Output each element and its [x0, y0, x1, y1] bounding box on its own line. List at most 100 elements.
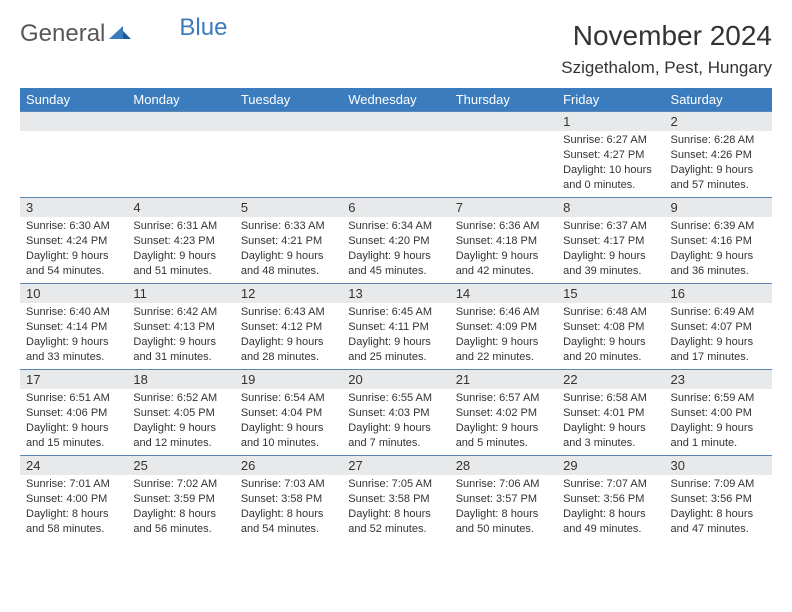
day-content: Sunrise: 6:40 AMSunset: 4:14 PMDaylight:…	[20, 303, 127, 368]
calendar-week-row: 17Sunrise: 6:51 AMSunset: 4:06 PMDayligh…	[20, 370, 772, 456]
sunrise-line: Sunrise: 6:28 AM	[671, 133, 766, 148]
sunset-line: Sunset: 3:58 PM	[241, 492, 336, 507]
day-number: 1	[557, 112, 664, 131]
daylight-line: Daylight: 9 hours and 39 minutes.	[563, 249, 658, 279]
sunset-line: Sunset: 4:26 PM	[671, 148, 766, 163]
sunrise-line: Sunrise: 6:33 AM	[241, 219, 336, 234]
sunrise-line: Sunrise: 7:03 AM	[241, 477, 336, 492]
calendar-day-cell: 3Sunrise: 6:30 AMSunset: 4:24 PMDaylight…	[20, 198, 127, 284]
sunrise-line: Sunrise: 6:58 AM	[563, 391, 658, 406]
sunset-line: Sunset: 4:01 PM	[563, 406, 658, 421]
day-number: 23	[665, 370, 772, 389]
day-content: Sunrise: 6:39 AMSunset: 4:16 PMDaylight:…	[665, 217, 772, 282]
calendar-day-cell: 24Sunrise: 7:01 AMSunset: 4:00 PMDayligh…	[20, 456, 127, 542]
day-number: 25	[127, 456, 234, 475]
daylight-line: Daylight: 10 hours and 0 minutes.	[563, 163, 658, 193]
weekday-header: Wednesday	[342, 88, 449, 112]
weekday-header: Tuesday	[235, 88, 342, 112]
day-content: Sunrise: 6:46 AMSunset: 4:09 PMDaylight:…	[450, 303, 557, 368]
calendar-week-row: 1Sunrise: 6:27 AMSunset: 4:27 PMDaylight…	[20, 112, 772, 198]
daylight-line: Daylight: 8 hours and 52 minutes.	[348, 507, 443, 537]
daylight-line: Daylight: 9 hours and 36 minutes.	[671, 249, 766, 279]
calendar-day-cell: 15Sunrise: 6:48 AMSunset: 4:08 PMDayligh…	[557, 284, 664, 370]
daylight-line: Daylight: 9 hours and 31 minutes.	[133, 335, 228, 365]
weekday-header: Friday	[557, 88, 664, 112]
day-content: Sunrise: 6:52 AMSunset: 4:05 PMDaylight:…	[127, 389, 234, 454]
day-number: 7	[450, 198, 557, 217]
sunset-line: Sunset: 3:57 PM	[456, 492, 551, 507]
day-content: Sunrise: 7:01 AMSunset: 4:00 PMDaylight:…	[20, 475, 127, 540]
daylight-line: Daylight: 8 hours and 49 minutes.	[563, 507, 658, 537]
day-number: 29	[557, 456, 664, 475]
sunrise-line: Sunrise: 6:55 AM	[348, 391, 443, 406]
sunset-line: Sunset: 4:11 PM	[348, 320, 443, 335]
sunset-line: Sunset: 4:08 PM	[563, 320, 658, 335]
day-content: Sunrise: 6:34 AMSunset: 4:20 PMDaylight:…	[342, 217, 449, 282]
calendar-day-cell	[450, 112, 557, 198]
day-number: 22	[557, 370, 664, 389]
daylight-line: Daylight: 8 hours and 54 minutes.	[241, 507, 336, 537]
day-content: Sunrise: 6:27 AMSunset: 4:27 PMDaylight:…	[557, 131, 664, 196]
calendar-day-cell: 30Sunrise: 7:09 AMSunset: 3:56 PMDayligh…	[665, 456, 772, 542]
sunset-line: Sunset: 4:17 PM	[563, 234, 658, 249]
day-number: 4	[127, 198, 234, 217]
daylight-line: Daylight: 8 hours and 56 minutes.	[133, 507, 228, 537]
daylight-line: Daylight: 9 hours and 28 minutes.	[241, 335, 336, 365]
sunset-line: Sunset: 4:07 PM	[671, 320, 766, 335]
day-content: Sunrise: 6:28 AMSunset: 4:26 PMDaylight:…	[665, 131, 772, 196]
calendar-day-cell: 22 Sunrise: 6:58 AMSunset: 4:01 PMDayligh…	[557, 370, 664, 456]
day-number: 8	[557, 198, 664, 217]
day-content: Sunrise: 6:54 AMSunset: 4:04 PMDaylight:…	[235, 389, 342, 454]
calendar-day-cell: 11Sunrise: 6:42 AMSunset: 4:13 PMDayligh…	[127, 284, 234, 370]
sunrise-line: Sunrise: 6:36 AM	[456, 219, 551, 234]
sunrise-line: Sunrise: 6:34 AM	[348, 219, 443, 234]
sunrise-line: Sunrise: 6:31 AM	[133, 219, 228, 234]
calendar-table: SundayMondayTuesdayWednesdayThursdayFrid…	[20, 88, 772, 542]
daylight-line: Daylight: 9 hours and 15 minutes.	[26, 421, 121, 451]
calendar-body: 1Sunrise: 6:27 AMSunset: 4:27 PMDaylight…	[20, 112, 772, 542]
daylight-line: Daylight: 9 hours and 12 minutes.	[133, 421, 228, 451]
day-content: Sunrise: 7:07 AMSunset: 3:56 PMDaylight:…	[557, 475, 664, 540]
calendar-day-cell: 14Sunrise: 6:46 AMSunset: 4:09 PMDayligh…	[450, 284, 557, 370]
daylight-line: Daylight: 9 hours and 54 minutes.	[26, 249, 121, 279]
day-content: Sunrise: 6:59 AMSunset: 4:00 PMDaylight:…	[665, 389, 772, 454]
sunset-line: Sunset: 4:09 PM	[456, 320, 551, 335]
calendar-day-cell: 12Sunrise: 6:43 AMSunset: 4:12 PMDayligh…	[235, 284, 342, 370]
sunset-line: Sunset: 4:02 PM	[456, 406, 551, 421]
calendar-week-row: 24Sunrise: 7:01 AMSunset: 4:00 PMDayligh…	[20, 456, 772, 542]
day-number: 30	[665, 456, 772, 475]
sunrise-line: Sunrise: 6:45 AM	[348, 305, 443, 320]
sunset-line: Sunset: 4:20 PM	[348, 234, 443, 249]
daylight-line: Daylight: 9 hours and 20 minutes.	[563, 335, 658, 365]
calendar-day-cell: 9Sunrise: 6:39 AMSunset: 4:16 PMDaylight…	[665, 198, 772, 284]
weekday-header: Saturday	[665, 88, 772, 112]
calendar-day-cell: 20Sunrise: 6:55 AMSunset: 4:03 PMDayligh…	[342, 370, 449, 456]
day-content: Sunrise: 6:36 AMSunset: 4:18 PMDaylight:…	[450, 217, 557, 282]
sunrise-line: Sunrise: 6:30 AM	[26, 219, 121, 234]
sunrise-line: Sunrise: 6:48 AM	[563, 305, 658, 320]
day-content: Sunrise: 6:37 AMSunset: 4:17 PMDaylight:…	[557, 217, 664, 282]
sunset-line: Sunset: 4:00 PM	[26, 492, 121, 507]
daylight-line: Daylight: 9 hours and 48 minutes.	[241, 249, 336, 279]
sunrise-line: Sunrise: 7:02 AM	[133, 477, 228, 492]
day-content: Sunrise: 6:45 AMSunset: 4:11 PMDaylight:…	[342, 303, 449, 368]
sunrise-line: Sunrise: 6:40 AM	[26, 305, 121, 320]
sunrise-line: Sunrise: 6:49 AM	[671, 305, 766, 320]
calendar-week-row: 10Sunrise: 6:40 AMSunset: 4:14 PMDayligh…	[20, 284, 772, 370]
day-number: 17	[20, 370, 127, 389]
daylight-line: Daylight: 9 hours and 42 minutes.	[456, 249, 551, 279]
sunrise-line: Sunrise: 6:51 AM	[26, 391, 121, 406]
day-number: 9	[665, 198, 772, 217]
sunrise-line: Sunrise: 6:52 AM	[133, 391, 228, 406]
daylight-line: Daylight: 9 hours and 3 minutes.	[563, 421, 658, 451]
weekday-header: Sunday	[20, 88, 127, 112]
sunrise-line: Sunrise: 6:39 AM	[671, 219, 766, 234]
month-title: November 2024	[561, 20, 772, 52]
calendar-day-cell: 4Sunrise: 6:31 AMSunset: 4:23 PMDaylight…	[127, 198, 234, 284]
day-number: 18	[127, 370, 234, 389]
sunrise-line: Sunrise: 6:57 AM	[456, 391, 551, 406]
sunset-line: Sunset: 4:27 PM	[563, 148, 658, 163]
sunset-line: Sunset: 3:58 PM	[348, 492, 443, 507]
day-content: Sunrise: 6:55 AMSunset: 4:03 PMDaylight:…	[342, 389, 449, 454]
header: General Blue November 2024 Szigethalom, …	[20, 20, 772, 78]
